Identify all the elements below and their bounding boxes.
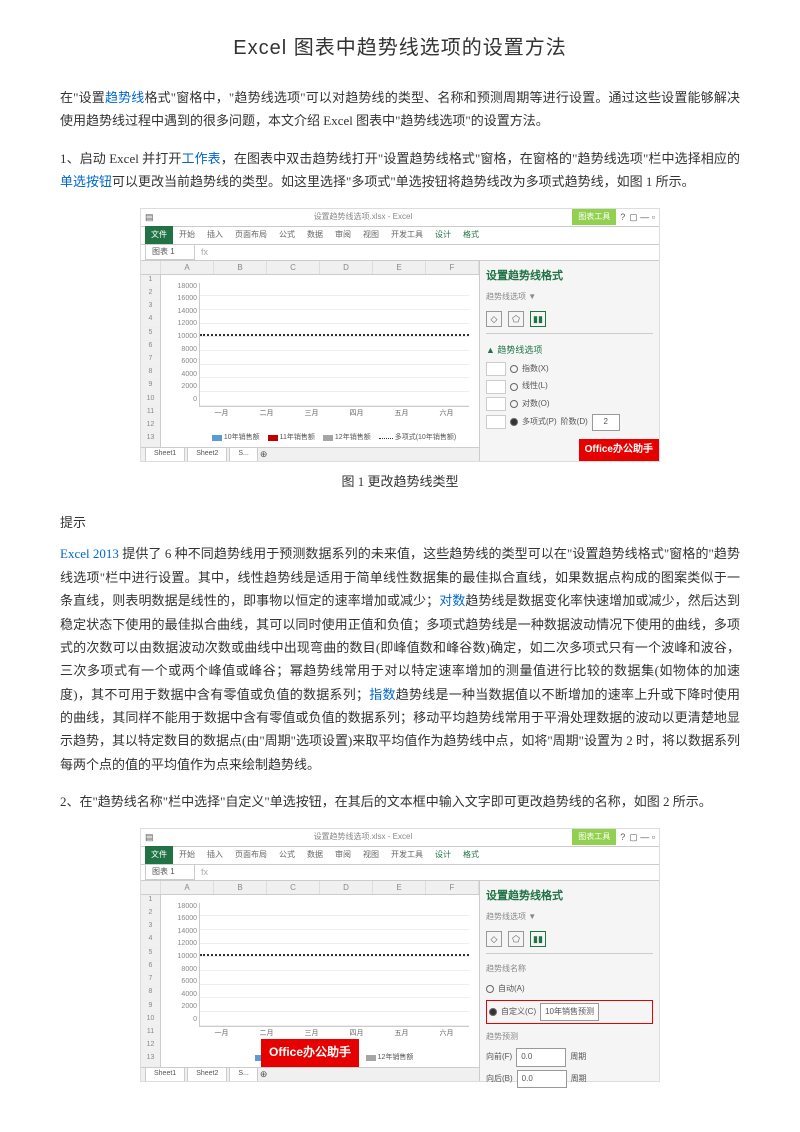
y-axis: 0200040006000800010000120001400016000180… (169, 283, 197, 407)
link-worksheet[interactable]: 工作表 (181, 151, 220, 166)
col-header: A (161, 261, 214, 274)
chart-options-icon[interactable]: ▮▮ (530, 311, 546, 327)
link-exponential[interactable]: 指数 (369, 687, 396, 702)
chart-legend: 10年销售额 11年销售额 12年销售额 多项式(10年销售额) (199, 432, 469, 445)
help-icon: ? (620, 829, 625, 845)
window-title: 设置趋势线选项.xlsx - Excel (158, 210, 569, 224)
option-custom-name[interactable]: 自定义(C) (501, 1005, 536, 1019)
qat-icon: ▤ (145, 829, 154, 845)
sheet-tab[interactable]: Sheet2 (187, 447, 227, 461)
effects-icon[interactable]: ⬠ (508, 311, 524, 327)
option-logarithmic[interactable]: 对数(O) (522, 397, 550, 411)
figure-1-caption: 图 1 更改趋势线类型 (60, 470, 740, 493)
order-stepper[interactable]: 2 (592, 414, 620, 430)
window-controls: ▢ — ▫ (629, 209, 655, 225)
backward-label: 向后(B) (486, 1072, 513, 1086)
help-icon: ? (620, 209, 625, 225)
tab-insert[interactable]: 插入 (201, 226, 229, 244)
window-title: 设置趋势线选项.xlsx - Excel (158, 830, 569, 844)
chart-options-icon[interactable]: ▮▮ (530, 931, 546, 947)
x-axis: 一月二月三月四月五月六月 (199, 408, 469, 421)
sheet-tab[interactable]: Sheet1 (145, 447, 185, 461)
link-radio-button[interactable]: 单选按钮 (60, 174, 112, 189)
panel-title: 设置趋势线格式 (486, 267, 653, 287)
tip-heading: 提示 (60, 511, 740, 534)
paragraph-2: 1、启动 Excel 并打开工作表，在图表中双击趋势线打开"设置趋势线格式"窗格… (60, 147, 740, 194)
chart-area[interactable]: 0200040006000800010000120001400016000180… (161, 275, 479, 447)
row-headers: 12345678910111213 (141, 275, 161, 447)
tab-file[interactable]: 文件 (145, 846, 173, 864)
link-logarithm[interactable]: 对数 (439, 593, 465, 608)
forward-input[interactable]: 0.0 (516, 1048, 566, 1066)
fx-icon: fx (201, 244, 208, 260)
fill-icon[interactable]: ◇ (486, 931, 502, 947)
paragraph-1: 在"设置趋势线格式"窗格中，"趋势线选项"可以对趋势线的类型、名称和预测周期等进… (60, 86, 740, 133)
tab-format[interactable]: 格式 (457, 226, 485, 244)
section-forecast: 趋势预测 (486, 1030, 653, 1044)
panel-subtitle[interactable]: 趋势线选项 ▼ (486, 290, 653, 304)
link-excel-2013[interactable]: Excel 2013 (60, 546, 119, 561)
ribbon: 文件 开始 插入 页面布局 公式 数据 审阅 视图 开发工具 设计 格式 (141, 227, 659, 245)
tab-home[interactable]: 开始 (173, 226, 201, 244)
section-trendline-name: 趋势线名称 (486, 962, 653, 976)
tab-review[interactable]: 审阅 (329, 226, 357, 244)
paragraph-3: Excel 2013 提供了 6 种不同趋势线用于预测数据系列的未来值，这些趋势… (60, 542, 740, 776)
option-auto-name[interactable]: 自动(A) (498, 982, 525, 996)
custom-name-input[interactable]: 10年销售预测 (540, 1003, 599, 1021)
chart-tools-tab: 图表工具 (572, 829, 616, 845)
sheet-tab[interactable]: S... (229, 447, 258, 461)
option-linear[interactable]: 线性(L) (522, 379, 548, 393)
forward-label: 向前(F) (486, 1050, 512, 1064)
screenshot-figure-1: ▤ 设置趋势线选项.xlsx - Excel 图表工具 ? ▢ — ▫ 文件 开… (140, 208, 660, 462)
option-exponential[interactable]: 指数(X) (522, 362, 549, 376)
tab-formula[interactable]: 公式 (273, 226, 301, 244)
new-sheet-icon[interactable]: ⊕ (260, 446, 268, 462)
tab-file[interactable]: 文件 (145, 226, 173, 244)
page-title: Excel 图表中趋势线选项的设置方法 (60, 30, 740, 66)
name-box[interactable]: 图表 1 (145, 244, 195, 260)
paragraph-4: 2、在"趋势线名称"栏中选择"自定义"单选按钮，在其后的文本框中输入文字即可更改… (60, 790, 740, 813)
tab-dev[interactable]: 开发工具 (385, 226, 429, 244)
backward-input[interactable]: 0.0 (517, 1070, 567, 1088)
effects-icon[interactable]: ⬠ (508, 931, 524, 947)
window-controls: ▢ — ▫ (629, 829, 655, 845)
tab-design[interactable]: 设计 (429, 226, 457, 244)
watermark-badge: Office办公助手 (261, 1039, 359, 1067)
tab-view[interactable]: 视图 (357, 226, 385, 244)
option-polynomial[interactable]: 多项式(P) (522, 415, 557, 429)
link-trendline[interactable]: 趋势线 (105, 90, 145, 105)
tab-layout[interactable]: 页面布局 (229, 226, 273, 244)
chart-tools-tab: 图表工具 (572, 209, 616, 225)
screenshot-figure-2: ▤ 设置趋势线选项.xlsx - Excel 图表工具 ? ▢ — ▫ 文件 开… (140, 828, 660, 1082)
watermark-badge: Office办公助手 (579, 439, 659, 461)
plot-area (199, 283, 469, 407)
tab-data[interactable]: 数据 (301, 226, 329, 244)
format-trendline-panel: 设置趋势线格式 趋势线选项 ▼ ◇ ⬠ ▮▮ ▲ 趋势线选项 指数(X) 线性(… (479, 261, 659, 461)
qat-icon: ▤ (145, 209, 154, 225)
fill-icon[interactable]: ◇ (486, 311, 502, 327)
section-trendline-options[interactable]: ▲ 趋势线选项 (486, 342, 653, 358)
